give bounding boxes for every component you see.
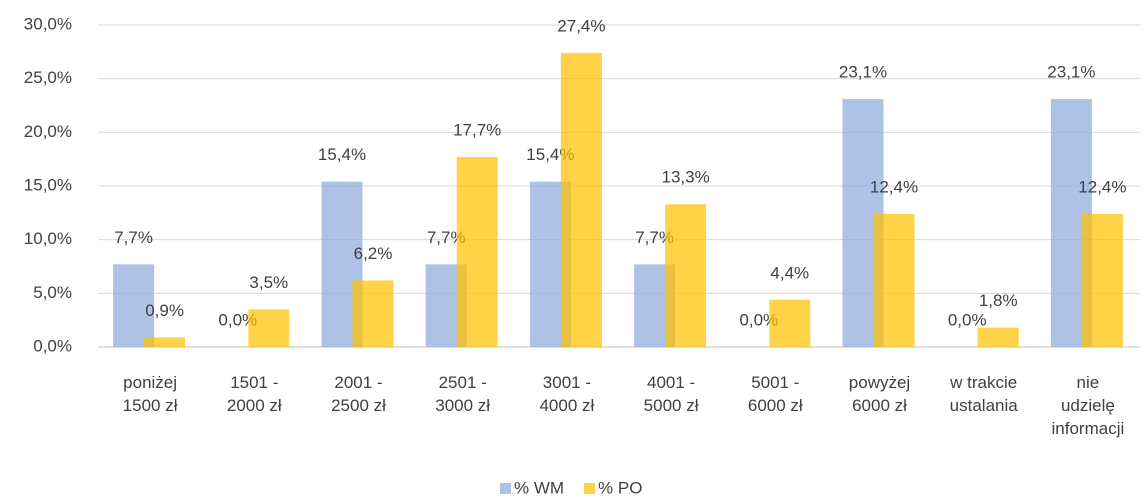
- data-label: 23,1%: [839, 63, 887, 82]
- x-tick-label: nie udzielę informacji: [1051, 373, 1125, 438]
- data-label: 0,9%: [145, 301, 184, 320]
- y-tick-label: 30,0%: [24, 14, 72, 33]
- x-tick-label: 1501 - 2000 zł: [226, 373, 282, 415]
- data-label: 23,1%: [1047, 63, 1095, 82]
- y-tick-label: 25,0%: [24, 68, 72, 87]
- bar: [560, 52, 602, 347]
- data-label: 3,5%: [249, 273, 288, 292]
- data-label: 6,2%: [354, 244, 393, 263]
- x-tick-label: 5001 - 6000 zł: [747, 373, 803, 415]
- data-label: 27,4%: [557, 16, 605, 35]
- y-tick-label: 0,0%: [33, 336, 72, 355]
- bar: [352, 280, 394, 347]
- legend-swatch: [500, 483, 511, 494]
- bar: [873, 213, 915, 347]
- x-tick-label: 3001 - 4000 zł: [539, 373, 595, 415]
- data-label: 7,7%: [114, 228, 153, 247]
- data-label: 15,4%: [318, 145, 366, 164]
- data-label: 17,7%: [453, 121, 501, 140]
- x-tick-label: 2001 - 2500 zł: [331, 373, 386, 415]
- bar: [665, 204, 707, 347]
- data-label: 7,7%: [427, 228, 466, 247]
- data-label: 7,7%: [635, 228, 674, 247]
- legend-label: % WM: [514, 478, 564, 497]
- data-label: 13,3%: [661, 168, 709, 187]
- data-label: 0,0%: [218, 310, 257, 329]
- y-tick-label: 15,0%: [24, 175, 72, 194]
- data-label: 12,4%: [870, 177, 918, 196]
- x-tick-label: w trakcie ustalania: [949, 373, 1018, 415]
- data-label: 4,4%: [770, 263, 809, 282]
- data-label: 0,0%: [739, 310, 778, 329]
- legend-label: % PO: [598, 478, 642, 497]
- y-tick-label: 20,0%: [24, 122, 72, 141]
- bar: [769, 299, 811, 347]
- y-tick-label: 10,0%: [24, 229, 72, 248]
- x-tick-label: powyżej 6000 zł: [848, 373, 911, 415]
- data-label: 1,8%: [979, 291, 1018, 310]
- bar: [144, 337, 186, 347]
- y-tick-label: 5,0%: [33, 283, 72, 302]
- bar: [248, 309, 290, 347]
- bar: [977, 327, 1019, 347]
- bar: [1081, 213, 1123, 347]
- legend-swatch: [584, 483, 596, 494]
- x-tick-label: 2501 - 3000 zł: [435, 373, 491, 415]
- x-tick-label: poniżej 1500 zł: [122, 373, 178, 415]
- data-label: 12,4%: [1078, 177, 1126, 196]
- bar: [456, 157, 498, 347]
- bar: [113, 264, 155, 347]
- x-tick-label: 4001 - 5000 zł: [643, 373, 699, 415]
- data-label: 0,0%: [948, 310, 987, 329]
